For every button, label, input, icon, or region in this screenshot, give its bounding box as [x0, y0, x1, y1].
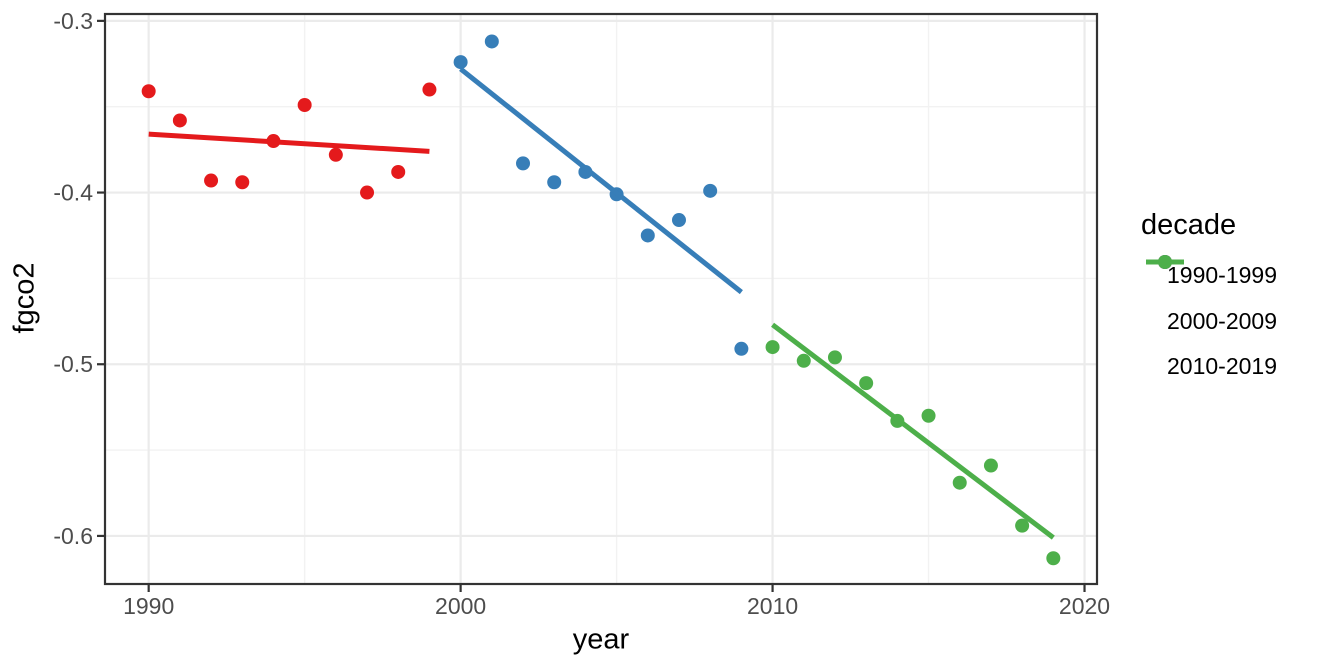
legend-label: 2000-2009 [1167, 307, 1277, 334]
data-point [796, 353, 811, 368]
legend-label: 2010-2019 [1167, 353, 1277, 380]
data-point [547, 175, 562, 190]
trend-line [771, 322, 1055, 540]
x-tick-label: 2000 [435, 593, 486, 619]
data-point [1015, 518, 1030, 533]
data-point [703, 183, 718, 198]
data-point [297, 97, 312, 112]
legend-key-icon [1146, 255, 1184, 269]
y-tick-label: -0.3 [53, 8, 93, 34]
data-point [765, 340, 780, 355]
panel-border [103, 12, 1099, 586]
data-point [952, 475, 967, 490]
data-point [360, 185, 375, 200]
x-axis-title: year [572, 623, 630, 656]
data-point [204, 173, 219, 188]
data-point [391, 164, 406, 179]
data-point [235, 175, 250, 190]
data-point [422, 82, 437, 97]
legend-entries: 1990-1999 2000-2009 2010-2019 [1146, 253, 1277, 390]
trend-line [148, 131, 430, 154]
y-tick-label: -0.5 [53, 351, 93, 377]
trend-line [459, 66, 743, 295]
x-tick-label: 1990 [123, 593, 174, 619]
data-point [484, 34, 499, 49]
data-point [1046, 551, 1061, 566]
legend-entry: 2000-2009 [1146, 255, 1277, 345]
data-point [453, 55, 468, 70]
x-tick-label: 2020 [1059, 593, 1110, 619]
data-point [328, 147, 343, 162]
data-point [921, 408, 936, 423]
x-tick-label: 2010 [747, 593, 798, 619]
data-point [983, 458, 998, 473]
data-point [671, 213, 686, 228]
legend-label: 1990-1999 [1167, 262, 1277, 289]
data-point [141, 84, 156, 99]
y-tick-label: -0.4 [53, 180, 93, 206]
legend-title: decade [1141, 209, 1237, 241]
data-point [827, 350, 842, 365]
data-point [734, 341, 749, 356]
y-tick-label: -0.6 [53, 523, 93, 549]
data-point [640, 228, 655, 243]
data-point [859, 376, 874, 391]
legend-entry: 2010-2019 [1146, 255, 1277, 390]
data-point [516, 156, 531, 171]
data-point [172, 113, 187, 128]
y-axis-title: fgco2 [8, 262, 41, 334]
